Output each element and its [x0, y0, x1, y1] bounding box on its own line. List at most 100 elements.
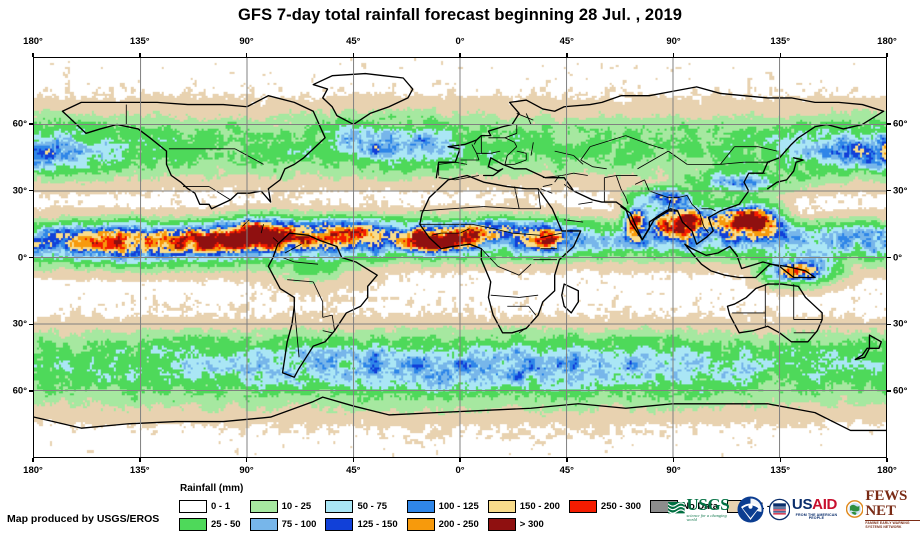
legend-item--300[interactable]: > 300 — [487, 518, 560, 531]
lon-tick-label: 180° — [23, 36, 43, 47]
legend-label: > 300 — [519, 519, 544, 530]
lon-tick-mark — [139, 458, 141, 462]
lon-tick-mark — [459, 458, 461, 462]
legend-item-125-150[interactable]: 125 - 150 — [325, 518, 398, 531]
lat-tick-label: 30° — [12, 185, 27, 197]
lat-tick-mark — [887, 256, 891, 259]
lon-tick-mark — [32, 53, 34, 57]
lon-tick-label: 135° — [129, 465, 150, 476]
graticule-overlay — [34, 58, 886, 457]
legend-swatch — [249, 500, 278, 513]
lon-tick-label: 45° — [346, 36, 361, 47]
legend-swatch — [249, 518, 278, 531]
lat-tick-label: 30° — [893, 318, 908, 330]
lat-tick-mark — [29, 123, 33, 125]
legend-swatch — [487, 518, 516, 531]
legend-item-0-1[interactable]: 0 - 1 — [179, 500, 241, 513]
lon-tick-label: 0° — [455, 36, 465, 47]
legend-item-250-300[interactable]: 250 - 300 — [568, 500, 642, 513]
legend-item-100-125[interactable]: 100 - 125 — [406, 500, 479, 513]
lon-tick-label: 135° — [770, 36, 791, 47]
legend-label: 25 - 50 — [211, 519, 241, 530]
legend-label: No Data — [682, 501, 718, 512]
usgs-mark-icon — [668, 501, 686, 514]
rainfall-map[interactable] — [33, 57, 887, 458]
lat-tick-mark — [29, 390, 33, 392]
lon-tick-mark — [566, 458, 568, 462]
legend: Rainfall (mm) 0 - 1 10 - 25 50 - 75 100 - 1… — [179, 483, 783, 533]
legend-item-50-75[interactable]: 50 - 75 — [325, 500, 397, 513]
legend-label: 10 - 25 — [281, 501, 312, 512]
fews-net-logo: FEWS NET FAMINE EARLY WARNING SYSTEMS NE… — [846, 488, 920, 528]
legend-label: 50 - 75 — [357, 501, 388, 512]
lat-tick-mark — [887, 390, 891, 392]
legend-label: 200 - 250 — [438, 519, 479, 530]
legend-item-150-200[interactable]: 150 - 200 — [487, 500, 560, 513]
lon-tick-mark — [352, 53, 354, 57]
lat-tick-label: 30° — [893, 185, 908, 197]
legend-item-75-100[interactable]: 75 - 100 — [249, 518, 317, 531]
lon-tick-label: 45° — [346, 465, 361, 476]
legend-title: Rainfall (mm) — [180, 483, 244, 494]
usgs-wordmark: USGS — [686, 494, 730, 514]
lat-tick-mark — [29, 256, 33, 259]
legend-label: 125 - 150 — [357, 519, 398, 530]
noaa-seal-icon — [737, 496, 764, 522]
lon-tick-mark — [566, 53, 568, 57]
lon-tick-mark — [245, 53, 248, 57]
usaid-tagline: FROM THE AMERICAN PEOPLE — [795, 512, 838, 521]
fews-divider — [865, 519, 920, 522]
lon-tick-label: 180° — [23, 465, 43, 476]
lon-tick-label: 135° — [770, 465, 791, 476]
legend-swatch — [406, 500, 435, 513]
fews-tagline: FAMINE EARLY WARNING SYSTEMS NETWORK — [865, 521, 910, 529]
noaa-logo — [737, 494, 764, 524]
lon-tick-mark — [459, 53, 461, 57]
legend-swatch — [325, 500, 354, 513]
page-title: GFS 7-day total rainfall forecast beginn… — [237, 6, 683, 24]
coastline-overlay — [34, 72, 886, 432]
lat-tick-label: 0° — [893, 252, 903, 263]
fews-wordmark: FEWS NET — [865, 487, 908, 519]
lat-tick-label: 0° — [17, 252, 27, 263]
legend-items: 0 - 1 10 - 25 50 - 75 100 - 125 150 - 200 250… — [179, 498, 783, 533]
lat-tick-mark — [887, 123, 891, 125]
lon-tick-label: 45° — [559, 465, 574, 476]
lon-tick-mark — [779, 53, 781, 57]
lon-tick-mark — [352, 458, 354, 462]
lat-tick-mark — [29, 189, 33, 192]
usaid-logo: USAID FROM THE AMERICAN PEOPLE — [768, 494, 841, 524]
legend-label: 0 - 1 — [211, 501, 231, 512]
legend-item-25-50[interactable]: 25 - 50 — [179, 518, 241, 531]
lon-tick-mark — [139, 53, 141, 57]
usgs-logo: USGS science for a changing world — [668, 494, 732, 524]
lon-tick-label: 0° — [455, 465, 465, 476]
legend-item-200-250[interactable]: 200 - 250 — [406, 518, 479, 531]
lat-tick-label: 60° — [893, 385, 908, 397]
lon-tick-label: 90° — [666, 36, 681, 47]
usaid-wordmark: USAID — [791, 496, 838, 514]
lon-tick-label: 90° — [239, 465, 254, 476]
lat-tick-label: 60° — [12, 385, 27, 397]
lon-tick-mark — [32, 458, 34, 462]
legend-label: 75 - 100 — [281, 519, 317, 530]
lon-tick-label: 45° — [559, 36, 574, 47]
lat-tick-label: 60° — [12, 118, 27, 130]
lat-tick-label: 30° — [12, 318, 27, 330]
legend-label: 150 - 200 — [519, 501, 560, 512]
lon-tick-label: 180° — [877, 36, 897, 47]
lon-tick-label: 90° — [239, 36, 254, 47]
lon-tick-label: 90° — [666, 465, 681, 476]
lon-tick-mark — [886, 53, 888, 57]
lon-tick-mark — [672, 53, 675, 57]
legend-swatch — [487, 500, 516, 513]
legend-label: 100 - 125 — [438, 501, 479, 512]
map-credit: Map produced by USGS/EROS — [7, 513, 160, 525]
legend-item-10-25[interactable]: 10 - 25 — [249, 500, 317, 513]
lon-tick-mark — [672, 458, 675, 462]
lon-tick-label: 135° — [129, 36, 150, 47]
legend-label: 250 - 300 — [600, 501, 642, 512]
lon-tick-mark — [886, 458, 888, 462]
lat-tick-mark — [29, 323, 33, 326]
lon-tick-label: 180° — [877, 465, 897, 476]
